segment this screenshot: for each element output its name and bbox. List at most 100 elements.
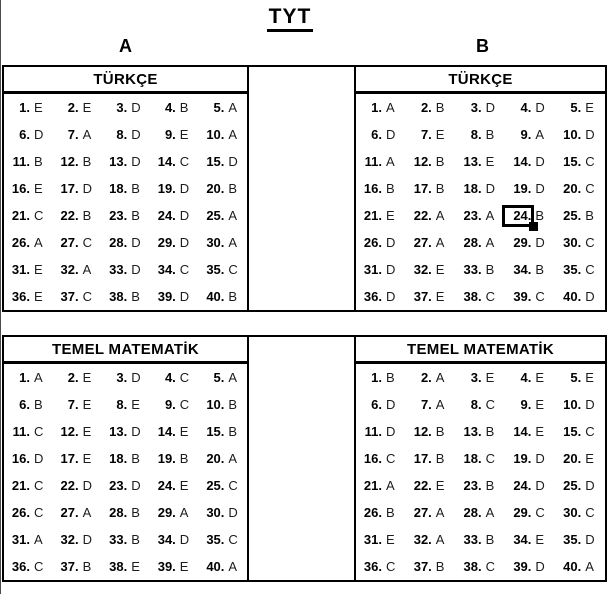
answer-letter: D [585, 477, 595, 493]
question-number: 18. [463, 450, 482, 466]
answer-cell: 29. D [150, 229, 199, 256]
answer-cell: 23. D [101, 472, 150, 499]
answer-letter: D [535, 153, 545, 169]
answer-cell: 4. E [505, 364, 555, 391]
question-number: 36. [363, 288, 382, 304]
answer-letter: D [386, 423, 396, 439]
answer-letter: D [179, 288, 190, 304]
answer-cell: 5. E [555, 94, 605, 121]
question-number: 6. [371, 396, 382, 412]
question-number: 22. [60, 207, 79, 223]
answer-cell: 7. E [406, 121, 456, 148]
answer-letter: E [435, 477, 445, 493]
table-a-matematik: TEMEL MATEMATİK 1. A 2. E 3. D 4. C 5. A 6. B 7. E 8. E… [2, 335, 249, 582]
question-number: 31. [11, 261, 30, 277]
answer-cell: 6. D [356, 121, 406, 148]
answer-letter: D [535, 558, 545, 574]
question-number: 40. [563, 288, 582, 304]
answer-cell: 36. D [356, 283, 406, 310]
question-number: 36. [11, 558, 30, 574]
question-number: 27. [60, 234, 79, 250]
question-number: 9. [520, 396, 532, 412]
answer-cell: 11. B [4, 148, 53, 175]
answer-letter: B [386, 369, 395, 385]
turkce-section-row: TÜRKÇE 1. E 2. E 3. D 4. B 5. A 6. D 7. A 8. D 9. E 10. A 11… [2, 65, 607, 312]
answer-cell: 28. D [101, 229, 150, 256]
answer-cell: 29. A [150, 499, 199, 526]
question-number: 19. [157, 450, 176, 466]
question-number: 11. [364, 423, 382, 439]
answer-letter: B [131, 531, 140, 547]
answer-letter: C [585, 423, 595, 439]
answer-cell: 9. E [505, 391, 555, 418]
answer-grid-b-matematik: 1. B 2. A 3. E 4. E 5. E 6. D 7. A 8. C 9. E 10. D 11. D 12. B 1… [356, 364, 605, 580]
answer-cell: 2. E [53, 364, 102, 391]
answer-cell: 6. B [4, 391, 53, 418]
table-a-turkce: TÜRKÇE 1. E 2. E 3. D 4. B 5. A 6. D 7. A 8. D 9. E 10. A 11… [2, 65, 249, 312]
question-number: 24. [157, 207, 176, 223]
answer-cell: 37. E [406, 283, 456, 310]
answer-letter: D [228, 153, 238, 169]
answer-letter: D [34, 450, 44, 466]
answer-letter: E [179, 126, 189, 142]
answer-letter: E [435, 126, 445, 142]
answer-letter: C [179, 261, 190, 277]
question-number: 29. [157, 504, 176, 520]
question-number: 2. [420, 99, 432, 115]
answer-letter: C [228, 531, 238, 547]
answer-cell: 1. B [356, 364, 406, 391]
answer-cell: 7. A [406, 391, 456, 418]
question-number: 40. [206, 288, 225, 304]
answer-cell: 13. B [456, 418, 506, 445]
answer-cell: 22. D [53, 472, 102, 499]
answer-cell: 26. A [4, 229, 53, 256]
answer-letter: E [435, 288, 445, 304]
question-number: 20. [563, 450, 582, 466]
question-number: 28. [463, 234, 482, 250]
answer-letter: B [435, 180, 445, 196]
answer-letter: A [228, 207, 238, 223]
answer-cell: 9. E [150, 121, 199, 148]
question-number: 22. [413, 477, 432, 493]
question-number: 2. [67, 369, 79, 385]
answer-letter: D [179, 207, 190, 223]
answer-cell: 34. B [505, 256, 555, 283]
question-number: 33. [109, 261, 128, 277]
question-number: 17. [60, 450, 79, 466]
answer-letter: B [485, 477, 495, 493]
question-number: 18. [463, 180, 482, 196]
question-number: 32. [413, 531, 432, 547]
question-number: 7. [420, 396, 432, 412]
answer-grid-a-matematik: 1. A 2. E 3. D 4. C 5. A 6. B 7. E 8. E 9. C 10. B 11. C 12. E 1… [4, 364, 247, 580]
middle-empty-cell [247, 335, 356, 582]
answer-letter: C [585, 234, 595, 250]
answer-letter: C [34, 423, 44, 439]
question-number: 6. [19, 126, 30, 142]
answer-letter: B [435, 423, 445, 439]
answer-letter: B [585, 207, 594, 223]
answer-cell: 3. D [101, 364, 150, 391]
question-number: 7. [67, 126, 79, 142]
question-number: 39. [157, 288, 176, 304]
question-number: 21. [363, 477, 382, 493]
answer-cell: 36. C [356, 553, 406, 580]
question-number: 34. [513, 531, 532, 547]
answer-letter: D [131, 261, 141, 277]
question-number: 15. [206, 423, 225, 439]
answer-letter: E [34, 261, 43, 277]
answer-letter: B [34, 153, 43, 169]
answer-letter: D [535, 180, 545, 196]
question-number: 10. [563, 126, 582, 142]
answer-letter: C [34, 477, 44, 493]
answer-cell: 2. A [406, 364, 456, 391]
answer-letter: E [82, 99, 92, 115]
question-number: 3. [116, 369, 128, 385]
answer-letter: A [485, 504, 495, 520]
answer-cell: 30. D [198, 499, 247, 526]
question-number: 27. [60, 504, 79, 520]
answer-letter: E [82, 396, 92, 412]
question-number: 3. [116, 99, 128, 115]
answer-cell: 5. A [198, 94, 247, 121]
answer-cell: 16. B [356, 175, 406, 202]
